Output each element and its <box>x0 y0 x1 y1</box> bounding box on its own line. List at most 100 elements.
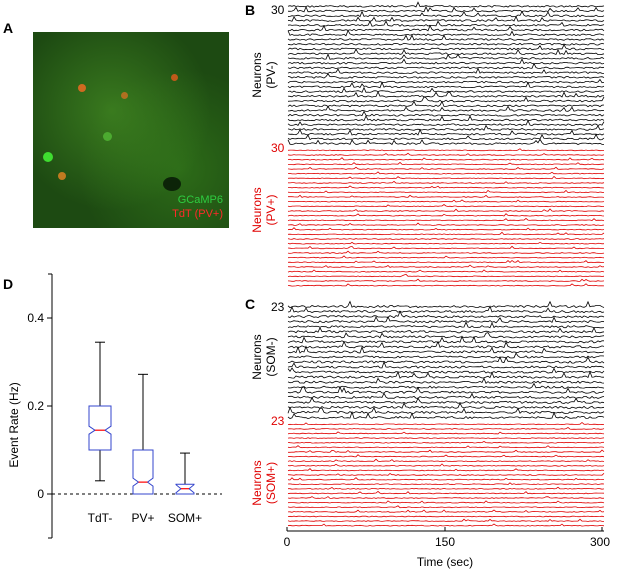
category-label: TdT- <box>88 511 113 525</box>
neuron-trace <box>287 213 605 217</box>
neuron-trace <box>287 468 605 472</box>
neuron-trace <box>287 273 605 278</box>
neuron-trace <box>287 437 605 439</box>
panel-label-c: C <box>245 296 256 312</box>
neuron-trace <box>287 269 605 273</box>
neuron-trace <box>287 105 605 112</box>
neuron-trace <box>287 305 605 314</box>
neuron-trace <box>287 43 605 51</box>
neuron-trace <box>287 90 605 98</box>
neuron-trace <box>287 58 605 65</box>
neuron-trace <box>287 208 605 212</box>
neuron-trace <box>287 515 605 518</box>
neuron-trace <box>287 67 605 75</box>
neuron-trace <box>287 34 605 41</box>
neuron-trace <box>287 217 605 222</box>
neuron-trace <box>287 81 605 89</box>
neuron-trace <box>287 133 605 141</box>
neuron-trace <box>287 385 605 394</box>
neuron-trace <box>287 310 605 319</box>
neuron-trace <box>288 185 605 189</box>
raster-b-top-count: 30 <box>271 3 285 17</box>
box <box>88 405 112 451</box>
neuron-trace <box>287 427 605 430</box>
neuron-trace <box>287 335 604 344</box>
neuron-trace <box>287 78 605 84</box>
micrograph-label-tdt: TdT (PV+) <box>172 208 223 220</box>
neuron-trace <box>287 10 605 18</box>
neuron-trace <box>287 73 605 79</box>
y-tick-label: 0.4 <box>27 311 44 325</box>
neuron-trace <box>287 445 605 449</box>
neuron-trace <box>287 115 605 122</box>
dark-region <box>163 177 181 191</box>
neuron-trace <box>287 340 605 349</box>
neuron-trace <box>287 352 605 359</box>
neuron-trace <box>287 406 605 415</box>
neuron-trace <box>287 157 605 161</box>
box <box>132 449 154 495</box>
neuron-trace <box>287 53 605 60</box>
neuron-trace <box>287 482 605 486</box>
neuron-trace <box>287 238 605 240</box>
neuron-trace <box>287 283 605 287</box>
neuron-trace <box>287 505 605 509</box>
neuron-trace <box>287 402 605 409</box>
neuron-trace <box>287 250 605 254</box>
neuron-trace <box>287 396 605 404</box>
time-tick-label: 150 <box>435 535 455 549</box>
neuron-trace <box>287 473 605 476</box>
neuron-trace <box>287 119 605 127</box>
neuron-trace <box>287 523 605 527</box>
neuron-trace <box>287 382 605 389</box>
neuron-trace <box>287 138 604 146</box>
neuron-trace <box>287 421 605 426</box>
neuron-trace <box>287 180 605 184</box>
neuron-trace <box>287 1 605 8</box>
neuron-trace <box>287 86 605 93</box>
panel-label-b: B <box>245 2 256 18</box>
raster-c-bottom-count: 23 <box>271 414 285 428</box>
time-tick-label: 300 <box>590 535 610 549</box>
neuron-trace <box>287 410 605 420</box>
neuron-trace <box>287 345 605 354</box>
y-axis-label: Event Rate (Hz) <box>7 382 21 467</box>
neuron-trace <box>287 48 605 56</box>
neuron-trace <box>287 463 605 467</box>
neuron-trace <box>287 477 605 481</box>
neuron-trace <box>287 29 605 37</box>
neuron-green <box>103 132 112 141</box>
neuron-trace <box>287 42 605 46</box>
neuron-trace <box>287 20 605 27</box>
neuron-trace <box>287 509 605 513</box>
neuron-trace <box>287 316 605 324</box>
neuron-trace <box>287 245 605 250</box>
neuron-trace <box>288 194 605 198</box>
panel-label-d: D <box>3 276 14 292</box>
category-label: PV+ <box>131 511 154 525</box>
neuron-trace <box>287 152 605 156</box>
neuron-trace <box>287 171 605 175</box>
neuron-trace <box>287 227 605 231</box>
neuron-trace <box>287 189 605 194</box>
event-rate-boxplot: 0 0.2 0.4 TdT- PV+ SOM+ Event Rate (Hz) <box>7 273 222 539</box>
neuron-trace <box>287 128 605 136</box>
neuron-trace <box>287 332 605 339</box>
neuron-red <box>58 172 66 180</box>
neuron-trace <box>287 360 605 369</box>
neuron-red <box>78 84 86 92</box>
neuron-red <box>171 74 178 81</box>
neuron-trace <box>287 496 605 499</box>
neuron-trace <box>287 15 605 22</box>
raster-c-top-count: 23 <box>271 300 285 314</box>
neuron-green <box>43 152 53 162</box>
neuron-trace <box>287 5 605 13</box>
neuron-trace <box>287 392 605 399</box>
raster-b-bottom-count: 30 <box>271 141 285 155</box>
neuron-trace <box>287 490 605 495</box>
y-tick-label: 0 <box>37 487 44 501</box>
time-axis-label: Time (sec) <box>417 555 473 569</box>
neuron-trace <box>287 326 605 334</box>
neuron-trace <box>287 222 605 226</box>
